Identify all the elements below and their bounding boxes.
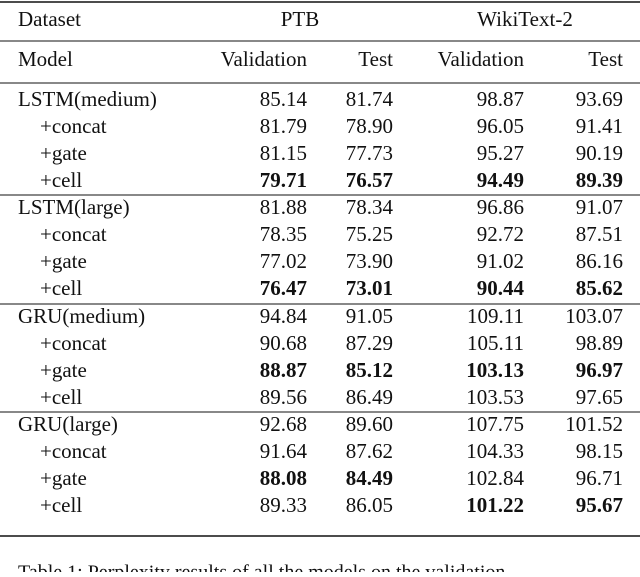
perplexity-cell: 98.87 bbox=[477, 87, 524, 111]
perplexity-cell: 89.33 bbox=[260, 493, 307, 517]
perplexity-cell: 88.08 bbox=[260, 466, 307, 490]
model-name: +cell bbox=[40, 385, 82, 409]
perplexity-cell: 86.16 bbox=[576, 249, 623, 273]
column-header: Validation bbox=[221, 47, 308, 71]
perplexity-cell: 90.68 bbox=[260, 331, 307, 355]
perplexity-cell: 92.72 bbox=[477, 222, 524, 246]
perplexity-cell: 78.35 bbox=[260, 222, 307, 246]
perplexity-cell: 87.62 bbox=[346, 439, 393, 463]
column-header: Validation bbox=[438, 47, 525, 71]
perplexity-cell: 94.84 bbox=[260, 304, 308, 328]
perplexity-cell: 81.79 bbox=[260, 114, 307, 138]
perplexity-cell: 73.90 bbox=[346, 249, 393, 273]
perplexity-cell: 87.51 bbox=[576, 222, 623, 246]
perplexity-cell: 91.05 bbox=[346, 304, 393, 328]
perplexity-cell: 86.05 bbox=[346, 493, 393, 517]
dataset-label: Dataset bbox=[18, 7, 81, 31]
perplexity-cell: 94.49 bbox=[477, 168, 524, 192]
perplexity-cell: 88.87 bbox=[260, 358, 307, 382]
perplexity-cell: 86.49 bbox=[346, 385, 393, 409]
model-name: +concat bbox=[40, 222, 107, 246]
perplexity-cell: 96.05 bbox=[477, 114, 524, 138]
perplexity-cell: 101.52 bbox=[565, 412, 623, 436]
model-name: LSTM(large) bbox=[18, 195, 130, 219]
perplexity-cell: 98.15 bbox=[576, 439, 623, 463]
perplexity-cell: 79.71 bbox=[260, 168, 307, 192]
perplexity-cell: 84.49 bbox=[346, 466, 393, 490]
group-header: PTB bbox=[281, 7, 320, 31]
perplexity-cell: 76.57 bbox=[346, 168, 393, 192]
model-name: +gate bbox=[40, 358, 87, 382]
perplexity-cell: 92.68 bbox=[260, 412, 307, 436]
perplexity-cell: 96.71 bbox=[576, 466, 623, 490]
perplexity-cell: 77.73 bbox=[346, 141, 393, 165]
perplexity-cell: 87.29 bbox=[346, 331, 393, 355]
model-name: +concat bbox=[40, 439, 107, 463]
perplexity-cell: 91.02 bbox=[477, 249, 524, 273]
perplexity-cell: 73.01 bbox=[346, 276, 393, 300]
perplexity-cell: 81.74 bbox=[346, 87, 394, 111]
model-name: +concat bbox=[40, 114, 107, 138]
perplexity-cell: 89.56 bbox=[260, 385, 307, 409]
model-name: +cell bbox=[40, 493, 82, 517]
perplexity-cell: 104.33 bbox=[466, 439, 524, 463]
perplexity-cell: 107.75 bbox=[466, 412, 524, 436]
perplexity-cell: 89.39 bbox=[576, 168, 623, 192]
perplexity-cell: 85.12 bbox=[346, 358, 393, 382]
perplexity-cell: 96.86 bbox=[477, 195, 524, 219]
model-name: LSTM(medium) bbox=[18, 87, 157, 111]
model-name: +cell bbox=[40, 276, 82, 300]
model-name: +gate bbox=[40, 141, 87, 165]
perplexity-cell: 81.88 bbox=[260, 195, 307, 219]
group-header: WikiText-2 bbox=[477, 7, 573, 31]
perplexity-cell: 95.27 bbox=[477, 141, 524, 165]
perplexity-cell: 90.19 bbox=[576, 141, 623, 165]
perplexity-cell: 105.11 bbox=[467, 331, 524, 355]
perplexity-cell: 81.15 bbox=[260, 141, 307, 165]
perplexity-cell: 90.44 bbox=[477, 276, 525, 300]
perplexity-cell: 91.41 bbox=[576, 114, 623, 138]
perplexity-cell: 93.69 bbox=[576, 87, 623, 111]
column-header: Test bbox=[358, 47, 393, 71]
perplexity-cell: 96.97 bbox=[576, 358, 623, 382]
perplexity-cell: 103.53 bbox=[466, 385, 524, 409]
perplexity-cell: 101.22 bbox=[466, 493, 524, 517]
perplexity-cell: 97.65 bbox=[576, 385, 623, 409]
perplexity-cell: 85.62 bbox=[576, 276, 623, 300]
column-header: Model bbox=[18, 47, 73, 71]
perplexity-cell: 95.67 bbox=[576, 493, 623, 517]
perplexity-cell: 77.02 bbox=[260, 249, 307, 273]
perplexity-cell: 98.89 bbox=[576, 331, 623, 355]
perplexity-cell: 89.60 bbox=[346, 412, 393, 436]
perplexity-cell: 91.64 bbox=[260, 439, 308, 463]
perplexity-cell: 91.07 bbox=[576, 195, 623, 219]
perplexity-cell: 76.47 bbox=[260, 276, 307, 300]
perplexity-cell: 103.13 bbox=[466, 358, 524, 382]
perplexity-cell: 103.07 bbox=[565, 304, 623, 328]
model-name: +cell bbox=[40, 168, 82, 192]
model-name: +gate bbox=[40, 249, 87, 273]
perplexity-cell: 102.84 bbox=[466, 466, 524, 490]
perplexity-cell: 78.34 bbox=[346, 195, 394, 219]
column-header: Test bbox=[588, 47, 623, 71]
model-name: GRU(medium) bbox=[18, 304, 145, 328]
caption: Table 1: Perplexity results of all the m… bbox=[18, 562, 505, 572]
perplexity-cell: 85.14 bbox=[260, 87, 308, 111]
perplexity-cell: 75.25 bbox=[346, 222, 393, 246]
model-name: GRU(large) bbox=[18, 412, 118, 436]
perplexity-cell: 109.11 bbox=[467, 304, 524, 328]
perplexity-cell: 78.90 bbox=[346, 114, 393, 138]
model-name: +concat bbox=[40, 331, 107, 355]
model-name: +gate bbox=[40, 466, 87, 490]
